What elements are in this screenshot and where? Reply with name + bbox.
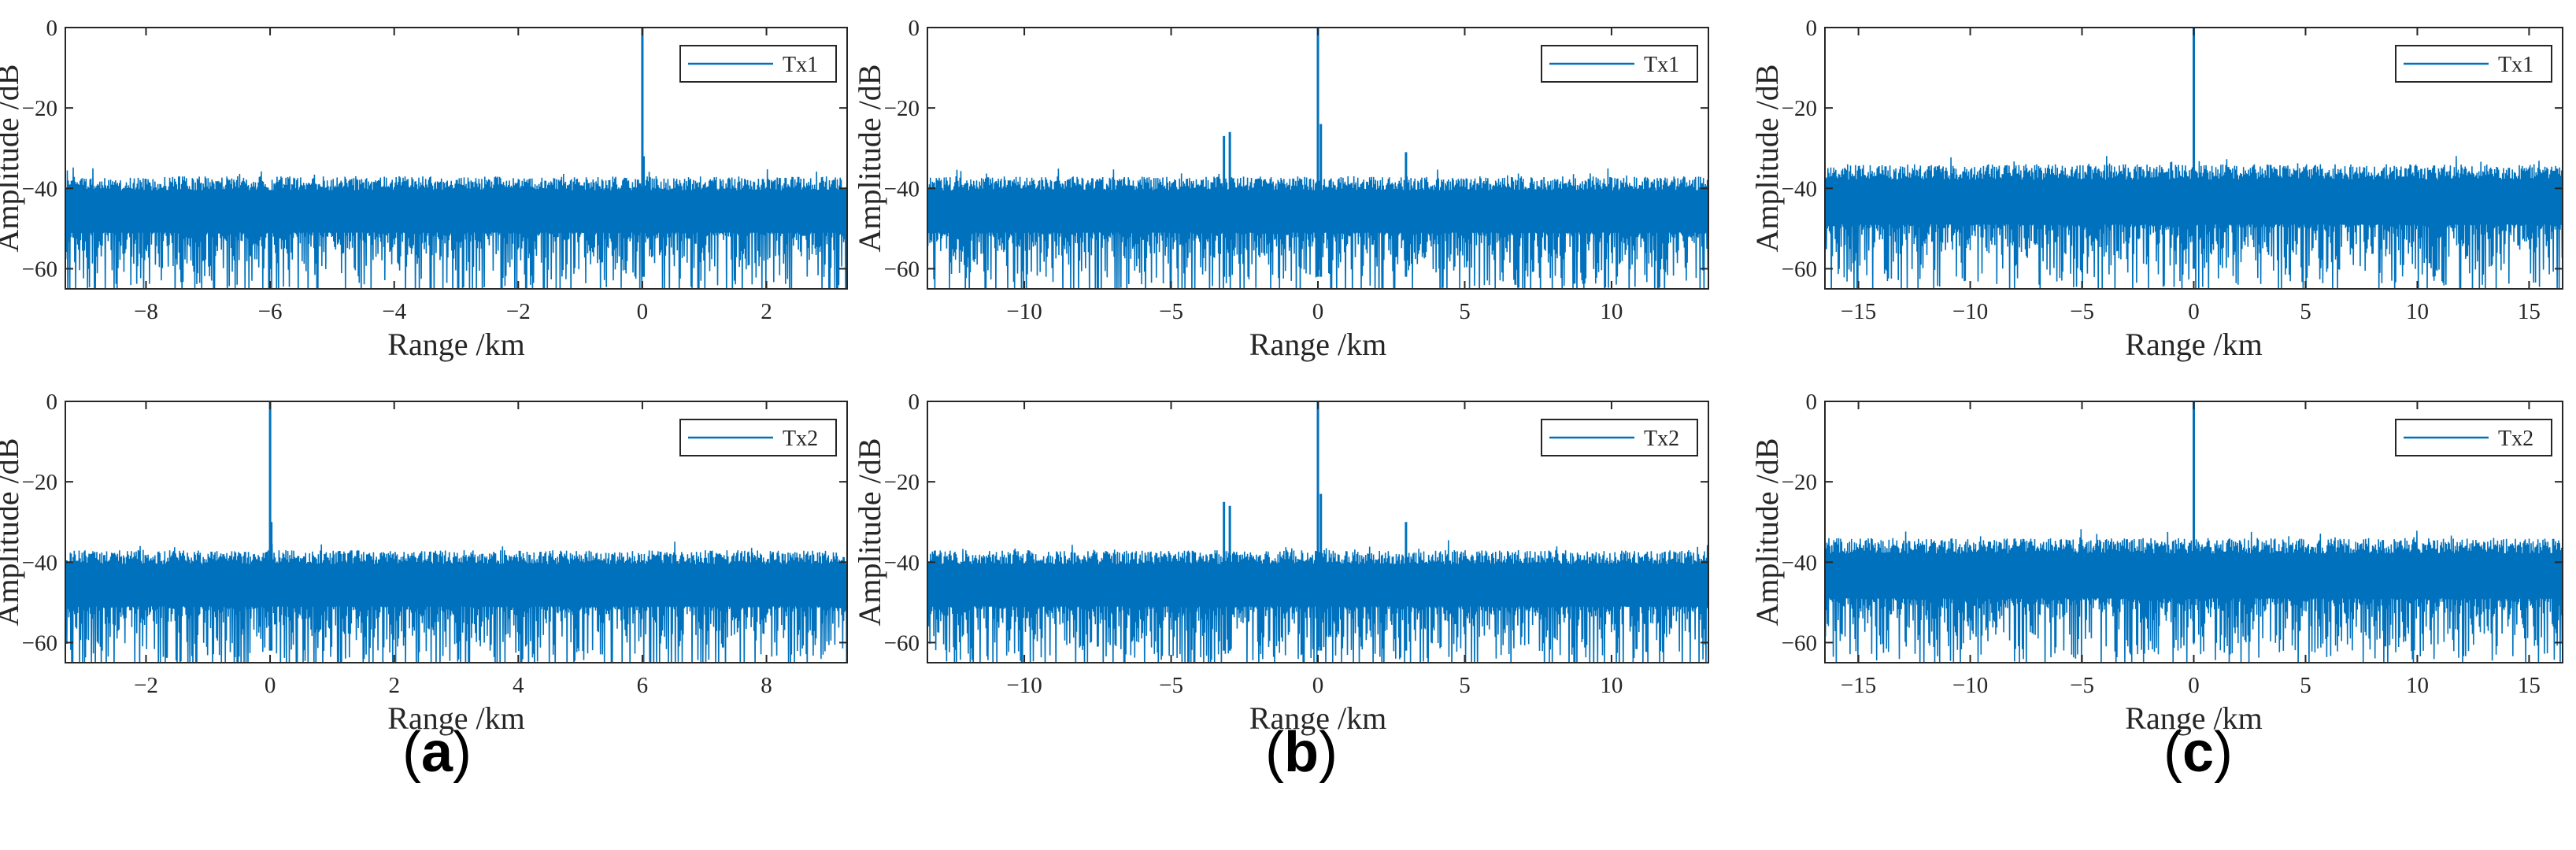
x-tick-label: −10 xyxy=(1952,673,1988,698)
x-axis-label: Range /km xyxy=(2125,700,2262,736)
x-tick-label: −10 xyxy=(1006,299,1042,324)
y-tick-label: 0 xyxy=(1806,16,1818,41)
y-axis-label: Amplitude /dB xyxy=(852,65,887,253)
legend-label: Tx2 xyxy=(2498,427,2533,451)
legend-label: Tx2 xyxy=(783,427,818,451)
panel-label-c: (c) xyxy=(2163,721,2233,784)
y-tick-label: −60 xyxy=(1782,630,1817,656)
x-tick-label: −15 xyxy=(1841,673,1876,698)
x-tick-label: −4 xyxy=(382,299,406,324)
x-axis-label: Range /km xyxy=(1249,700,1386,736)
panel-label-a: (a) xyxy=(402,721,472,784)
x-tick-label: 4 xyxy=(513,673,524,698)
chart-c-bottom: 0 −20 −40 −60 −15 −10 −5 0 5 10 15 Range /km Amplitu… xyxy=(1749,390,2563,736)
legend-label: Tx2 xyxy=(1644,427,1679,451)
axes-box xyxy=(65,27,848,290)
legend-label: Tx1 xyxy=(2498,53,2533,77)
x-tick-label: −10 xyxy=(1006,673,1042,698)
y-axis-label: Amplitude /dB xyxy=(1749,65,1785,253)
y-axis-label: Amplitude /dB xyxy=(0,65,25,253)
y-tick-label: 0 xyxy=(909,390,920,415)
x-tick-label: 6 xyxy=(637,673,649,698)
y-tick-label: −60 xyxy=(22,257,57,282)
series-line xyxy=(65,541,847,663)
y-tick-label: −60 xyxy=(884,257,920,282)
y-tick-label: −20 xyxy=(22,96,57,121)
x-tick-label: 0 xyxy=(265,673,276,698)
y-tick-label: −20 xyxy=(884,470,920,495)
x-tick-label: −5 xyxy=(2070,299,2094,324)
legend-label: Tx1 xyxy=(1644,53,1679,77)
x-tick-label: 10 xyxy=(2406,299,2429,324)
y-tick-label: −40 xyxy=(1782,550,1817,575)
y-tick-label: −20 xyxy=(1782,96,1817,121)
x-tick-label: 8 xyxy=(761,673,772,698)
x-tick-label: −2 xyxy=(506,299,531,324)
x-axis-label: Range /km xyxy=(2125,327,2262,362)
x-tick-label: −5 xyxy=(1159,299,1183,324)
y-tick-label: −60 xyxy=(884,630,920,656)
y-tick-label: 0 xyxy=(46,390,58,415)
chart-b-top: 0 −20 −40 −60 −10 −5 0 5 10 Range /km Amplitude /d… xyxy=(852,16,1709,362)
x-tick-label: −6 xyxy=(258,299,283,324)
legend: Tx2 xyxy=(2395,419,2552,456)
x-tick-label: 0 xyxy=(2188,673,2200,698)
x-tick-label: −5 xyxy=(2070,673,2094,698)
y-tick-label: −40 xyxy=(22,550,57,575)
y-tick-label: −40 xyxy=(22,176,57,201)
axes-box xyxy=(65,401,848,663)
legend: Tx2 xyxy=(679,419,837,456)
x-tick-label: 5 xyxy=(2300,673,2311,698)
x-tick-label: −15 xyxy=(1841,299,1876,324)
legend: Tx1 xyxy=(1541,45,1698,83)
x-tick-label: 2 xyxy=(388,673,400,698)
y-tick-label: 0 xyxy=(46,16,58,41)
y-tick-label: −40 xyxy=(884,176,920,201)
x-tick-label: 10 xyxy=(1600,673,1623,698)
y-axis-label: Amplitude /dB xyxy=(0,438,25,626)
legend: Tx1 xyxy=(679,45,837,83)
x-tick-label: 0 xyxy=(2188,299,2200,324)
panel-label-b: (b) xyxy=(1265,721,1338,784)
y-tick-label: −20 xyxy=(884,96,920,121)
x-tick-label: 0 xyxy=(1312,673,1324,698)
x-tick-label: 10 xyxy=(2406,673,2429,698)
y-tick-label: −20 xyxy=(22,470,57,495)
series-line xyxy=(65,167,847,289)
x-tick-label: 15 xyxy=(2518,299,2541,324)
x-tick-label: −2 xyxy=(134,673,158,698)
y-tick-label: −20 xyxy=(1782,470,1817,495)
y-tick-label: −40 xyxy=(884,550,920,575)
x-tick-label: 5 xyxy=(2300,299,2311,324)
y-axis-label: Amplitude /dB xyxy=(1749,438,1785,626)
x-tick-label: 0 xyxy=(1312,299,1324,324)
y-tick-label: −60 xyxy=(1782,257,1817,282)
x-tick-label: 10 xyxy=(1600,299,1623,324)
chart-b-bottom: 0 −20 −40 −60 −10 −5 0 5 10 Range /km Amplitude /d… xyxy=(852,390,1709,736)
legend-label: Tx1 xyxy=(783,53,818,77)
x-tick-label: −10 xyxy=(1952,299,1988,324)
y-tick-label: 0 xyxy=(1806,390,1818,415)
x-axis-label: Range /km xyxy=(1249,327,1386,362)
x-axis-label: Range /km xyxy=(387,327,524,362)
x-tick-label: −5 xyxy=(1159,673,1183,698)
chart-c-top: 0 −20 −40 −60 −15 −10 −5 0 5 10 15 Range /km Amplitu… xyxy=(1749,16,2563,362)
x-tick-label: 15 xyxy=(2518,673,2541,698)
x-tick-label: −8 xyxy=(134,299,158,324)
x-tick-label: 5 xyxy=(1459,673,1471,698)
x-tick-label: 0 xyxy=(637,299,649,324)
x-axis-label: Range /km xyxy=(387,700,524,736)
y-axis-label: Amplitude /dB xyxy=(852,438,887,626)
y-tick-label: 0 xyxy=(909,16,920,41)
x-tick-label: 2 xyxy=(761,299,772,324)
y-tick-label: −40 xyxy=(1782,176,1817,201)
legend: Tx2 xyxy=(1541,419,1698,456)
x-tick-label: 5 xyxy=(1459,299,1471,324)
legend: Tx1 xyxy=(2395,45,2552,83)
series-line xyxy=(1825,529,2563,663)
y-tick-label: −60 xyxy=(22,630,57,656)
